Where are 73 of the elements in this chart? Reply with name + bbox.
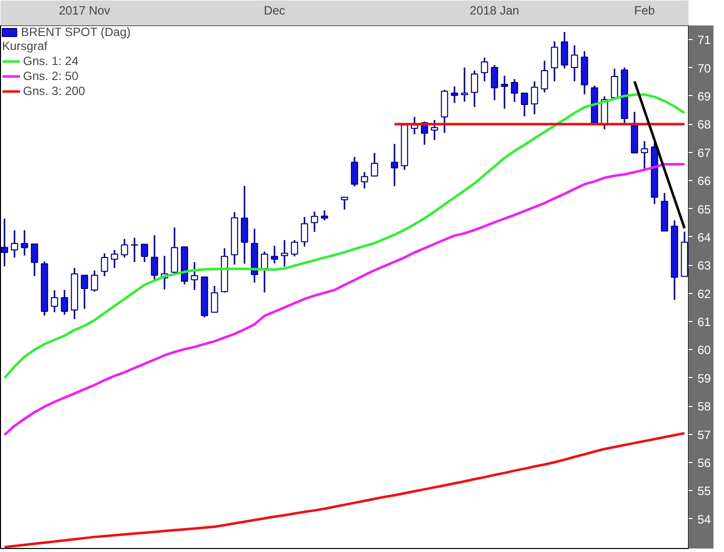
candlestick bbox=[290, 239, 298, 258]
y-tick-label: 70 bbox=[698, 61, 712, 76]
y-tick-label: 59 bbox=[698, 371, 712, 386]
candlestick bbox=[20, 229, 28, 256]
legend-title: Kursgraf bbox=[2, 39, 48, 53]
y-tick-label: 69 bbox=[698, 89, 712, 104]
candlestick bbox=[570, 44, 578, 82]
candlestick bbox=[370, 152, 378, 177]
candlestick bbox=[540, 60, 548, 94]
candlestick bbox=[50, 289, 58, 313]
candlestick bbox=[210, 285, 218, 313]
y-tick-label: 62 bbox=[698, 286, 712, 301]
candlestick bbox=[150, 234, 158, 280]
y-tick-label: 66 bbox=[698, 174, 712, 188]
candlestick bbox=[530, 80, 538, 116]
candlestick bbox=[270, 244, 278, 264]
candlestick bbox=[260, 250, 268, 294]
candlestick bbox=[140, 244, 148, 263]
candlestick bbox=[460, 66, 468, 102]
y-tick-label: 63 bbox=[698, 258, 712, 273]
x-tick-label: 2017 Nov bbox=[58, 4, 110, 18]
candlestick bbox=[90, 270, 98, 292]
candlestick bbox=[340, 196, 348, 210]
candlestick bbox=[60, 289, 68, 316]
candlestick bbox=[640, 140, 648, 170]
candlestick bbox=[520, 92, 528, 118]
candlestick bbox=[500, 74, 508, 110]
y-tick-label: 68 bbox=[698, 118, 712, 132]
candlestick bbox=[110, 249, 118, 269]
legend-label: Gns. 2: 50 bbox=[23, 69, 78, 83]
y-tick-label: 58 bbox=[698, 400, 712, 414]
candlestick bbox=[480, 56, 488, 82]
y-tick-label: 65 bbox=[698, 202, 712, 216]
y-tick-label: 55 bbox=[698, 484, 712, 498]
y-tick-label: 60 bbox=[698, 343, 712, 358]
candlestick bbox=[510, 78, 518, 103]
candlestick bbox=[430, 119, 438, 141]
candlestick bbox=[30, 243, 38, 277]
candlestick bbox=[490, 64, 498, 101]
y-tick-label: 56 bbox=[698, 456, 712, 470]
x-tick-label: Dec bbox=[264, 4, 286, 18]
y-tick-label: 67 bbox=[698, 146, 712, 160]
candlestick bbox=[120, 238, 128, 258]
candlestick bbox=[610, 68, 618, 98]
candlestick bbox=[300, 216, 308, 248]
line-series bbox=[633, 80, 686, 230]
candlestick bbox=[360, 171, 368, 190]
y-tick-label: 54 bbox=[698, 512, 712, 526]
candlestick bbox=[560, 31, 568, 70]
y-tick-label: 61 bbox=[698, 315, 712, 330]
x-tick-label: 2018 Jan bbox=[470, 4, 520, 18]
candlestick bbox=[390, 143, 398, 187]
candlestick bbox=[470, 70, 478, 108]
candlestick bbox=[310, 210, 318, 233]
candlestick bbox=[190, 261, 198, 291]
x-tick-label: Feb bbox=[634, 4, 656, 18]
candlestick bbox=[550, 40, 558, 82]
candlestick bbox=[100, 252, 108, 277]
candlestick bbox=[0, 218, 8, 268]
legend-label: Gns. 1: 24 bbox=[23, 54, 78, 68]
candlestick bbox=[450, 86, 458, 104]
legend-label: Gns. 3: 200 bbox=[23, 84, 86, 98]
candlestick bbox=[320, 210, 328, 222]
line-series bbox=[3, 432, 686, 548]
candlestick bbox=[80, 274, 88, 310]
candlestick bbox=[280, 239, 288, 268]
candlestick bbox=[10, 229, 18, 258]
y-tick-label: 64 bbox=[698, 230, 712, 244]
y-tick-label: 71 bbox=[698, 33, 712, 48]
candlestick bbox=[350, 156, 358, 188]
line-series bbox=[3, 162, 686, 436]
legend-label: BRENT SPOT (Dag) bbox=[21, 25, 131, 39]
y-tick-label: 57 bbox=[698, 428, 712, 442]
